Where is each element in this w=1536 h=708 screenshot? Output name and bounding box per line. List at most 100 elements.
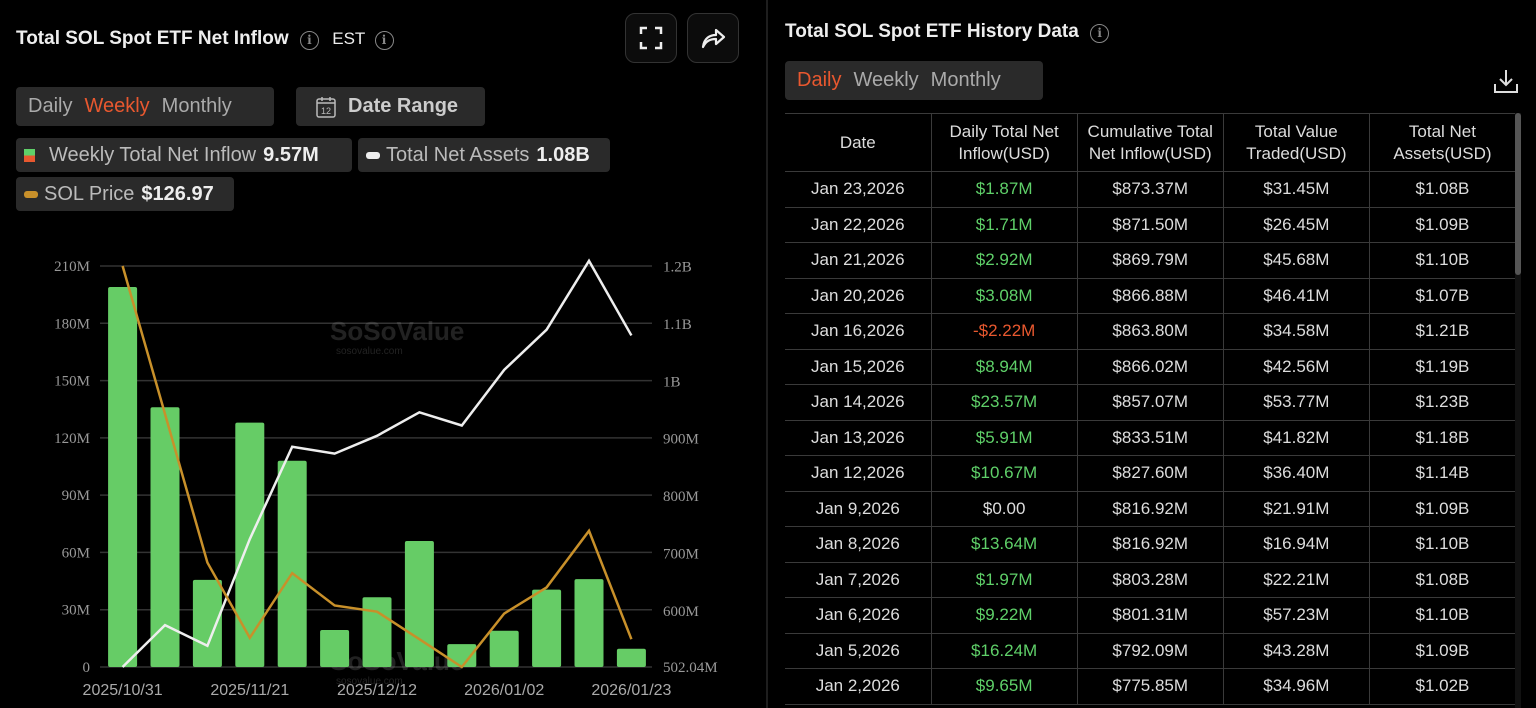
calendar-icon: 12: [316, 96, 336, 118]
right-axis-tick: 502.04M: [663, 660, 718, 676]
inflow-bar[interactable]: [277, 460, 307, 667]
table-cell: $863.80M: [1076, 313, 1224, 350]
table-cell: Jan 15,2026: [785, 348, 932, 385]
tab-daily[interactable]: Daily: [28, 95, 73, 117]
table-cell: $1.08B: [1368, 171, 1517, 208]
legend-inflow-value: 9.57M: [263, 143, 319, 166]
legend-sol-price[interactable]: SOL Price $126.97: [16, 177, 234, 211]
inflow-bar[interactable]: [235, 422, 265, 667]
table-cell: Jan 5,2026: [785, 632, 932, 669]
inflow-bar[interactable]: [108, 287, 138, 667]
inflow-legend-icon: [24, 148, 35, 162]
x-axis-tick: 2026/01/02: [464, 682, 544, 699]
table-row: Jan 9,2026 $0.00 $816.92M $21.91M $1.09B: [785, 490, 1517, 527]
table-row: Jan 2,2026 $9.65M $775.85M $34.96M $1.02B: [785, 668, 1517, 705]
table-cell: $1.09B: [1368, 206, 1517, 243]
inflow-bar[interactable]: [489, 630, 519, 667]
history-title-text: Total SOL Spot ETF History Data: [785, 21, 1079, 42]
tab-monthly[interactable]: Monthly: [930, 69, 1001, 91]
share-button[interactable]: [687, 13, 739, 63]
timezone-label: EST: [332, 29, 366, 48]
tab-weekly[interactable]: Weekly: [853, 69, 919, 91]
calendar-day: 12: [321, 106, 331, 116]
table-cell: $827.60M: [1076, 455, 1224, 492]
table-cell: $869.79M: [1076, 242, 1224, 279]
date-range-button[interactable]: 12 Date Range: [296, 87, 485, 126]
table-cell: $1.09B: [1368, 490, 1517, 527]
table-cell: $31.45M: [1222, 171, 1370, 208]
left-axis-tick: 120M: [54, 431, 90, 447]
tab-weekly[interactable]: Weekly: [84, 95, 150, 117]
inflow-bar[interactable]: [616, 648, 646, 667]
table-cell: $833.51M: [1076, 419, 1224, 456]
table-row: Jan 21,2026 $2.92M $869.79M $45.68M $1.10B: [785, 242, 1517, 279]
inflow-bar[interactable]: [574, 579, 604, 667]
table-cell: $46.41M: [1222, 277, 1370, 314]
right-axis-tick: 1.1B: [663, 317, 692, 333]
watermark-text: SoSoValue: [330, 646, 464, 676]
column-header: Daily Total Net Inflow(USD): [930, 113, 1078, 172]
table-cell: $2.92M: [930, 242, 1078, 279]
table-cell: Jan 8,2026: [785, 526, 932, 563]
legend-inflow-label: Weekly Total Net Inflow: [49, 143, 257, 166]
table-cell: $23.57M: [930, 384, 1078, 421]
right-axis-tick: 700M: [663, 546, 699, 562]
info-icon[interactable]: i: [299, 31, 319, 50]
tab-monthly[interactable]: Monthly: [161, 95, 232, 117]
table-row: Jan 23,2026 $1.87M $873.37M $31.45M $1.08B: [785, 171, 1517, 208]
inflow-bar[interactable]: [150, 407, 180, 667]
table-scrollbar[interactable]: [1515, 113, 1521, 708]
table-scrollbar-thumb[interactable]: [1515, 113, 1521, 275]
table-header-row: Date Daily Total Net Inflow(USD) Cumulativ…: [785, 113, 1517, 172]
sol-price-line: [121, 265, 633, 669]
x-axis-tick: 2026/01/23: [591, 682, 671, 699]
table-cell: $1.08B: [1368, 561, 1517, 598]
table-cell: $3.08M: [930, 277, 1078, 314]
table-cell: $803.28M: [1076, 561, 1224, 598]
table-cell: $1.14B: [1368, 455, 1517, 492]
price-legend-icon: [24, 190, 38, 198]
timezone-info-icon[interactable]: i: [374, 31, 394, 50]
column-header: Total Net Assets(USD): [1368, 113, 1517, 172]
download-button[interactable]: [1493, 68, 1519, 99]
table-cell: Jan 22,2026: [785, 206, 932, 243]
fullscreen-button[interactable]: [625, 13, 677, 63]
table-cell: $816.92M: [1076, 526, 1224, 563]
legend-price-value: $126.97: [141, 182, 214, 205]
inflow-bar[interactable]: [362, 597, 392, 667]
table-row: Jan 16,2026 -$2.22M $863.80M $34.58M $1.21B: [785, 313, 1517, 350]
watermark-url: sosovalue.com: [336, 676, 403, 687]
inflow-bar[interactable]: [404, 540, 434, 667]
right-axis-tick: 1B: [663, 374, 681, 390]
legend-net-assets[interactable]: Total Net Assets 1.08B: [358, 138, 610, 172]
table-cell: $1.07B: [1368, 277, 1517, 314]
left-axis-tick: 210M: [54, 259, 90, 275]
table-row: Jan 14,2026 $23.57M $857.07M $53.77M $1.23B: [785, 384, 1517, 421]
table-cell: $42.56M: [1222, 348, 1370, 385]
share-icon: [701, 28, 726, 49]
table-cell: $16.24M: [930, 632, 1078, 669]
inflow-bar[interactable]: [532, 589, 562, 667]
table-cell: $16.94M: [1222, 526, 1370, 563]
tab-daily[interactable]: Daily: [797, 69, 842, 91]
table-cell: $1.10B: [1368, 526, 1517, 563]
table-cell: Jan 14,2026: [785, 384, 932, 421]
table-cell: $53.77M: [1222, 384, 1370, 421]
table-cell: Jan 7,2026: [785, 561, 932, 598]
fullscreen-icon: [639, 26, 663, 50]
table-cell: $5.91M: [930, 419, 1078, 456]
info-icon[interactable]: i: [1090, 24, 1110, 43]
table-cell: Jan 12,2026: [785, 455, 932, 492]
table-row: Jan 8,2026 $13.64M $816.92M $16.94M $1.10B: [785, 526, 1517, 563]
panel-divider: [766, 0, 768, 708]
x-axis-tick: 2025/10/31: [83, 682, 163, 699]
table-cell: $22.21M: [1222, 561, 1370, 598]
inflow-bar[interactable]: [192, 579, 222, 667]
history-table: Date Daily Total Net Inflow(USD) Cumulativ…: [785, 113, 1517, 705]
legend-assets-value: 1.08B: [536, 143, 590, 166]
table-cell: Jan 20,2026: [785, 277, 932, 314]
table-cell: $0.00: [930, 490, 1078, 527]
inflow-bar[interactable]: [320, 629, 350, 667]
legend-weekly-inflow[interactable]: Weekly Total Net Inflow 9.57M: [16, 138, 352, 172]
table-cell: $41.82M: [1222, 419, 1370, 456]
